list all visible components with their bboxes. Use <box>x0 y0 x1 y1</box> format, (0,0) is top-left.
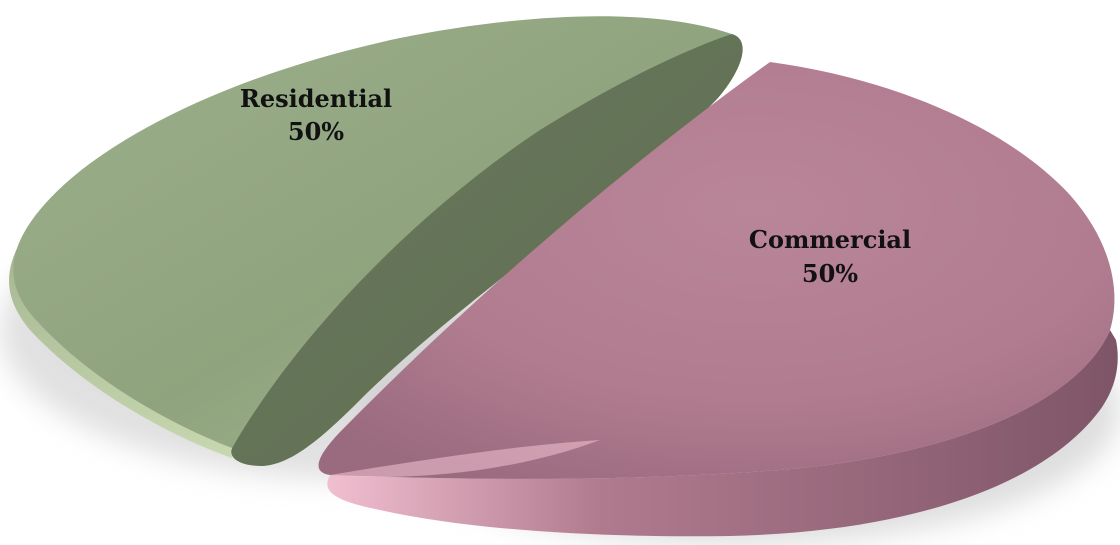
slice-commercial <box>318 62 1118 537</box>
slice-label-residential: Residential <box>240 84 392 113</box>
slice-commercial-highlight <box>330 440 600 477</box>
slice-value-commercial: 50% <box>802 259 858 288</box>
slice-residential-top <box>13 16 733 448</box>
slice-commercial-top <box>318 62 1115 479</box>
slice-label-commercial: Commercial <box>749 225 911 254</box>
slice-residential-side <box>231 34 743 466</box>
slice-value-residential: 50% <box>288 117 344 146</box>
slice-residential <box>9 16 743 466</box>
slice-commercial-rim <box>327 330 1118 537</box>
